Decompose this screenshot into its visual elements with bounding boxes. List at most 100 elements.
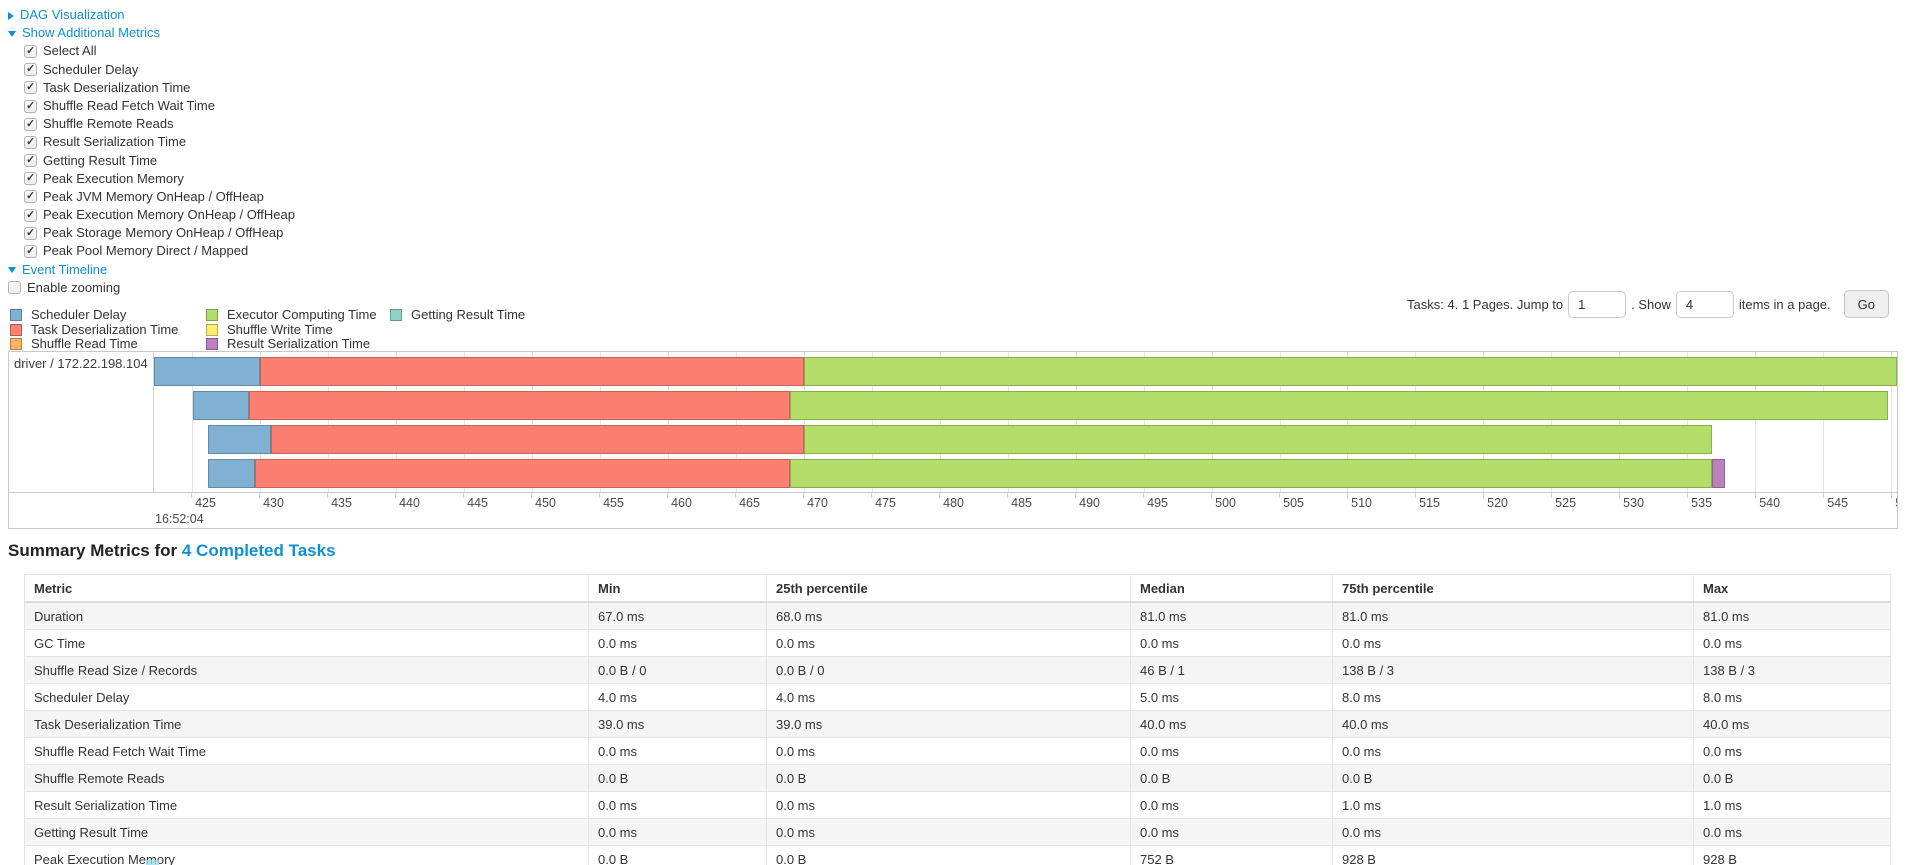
- axis-tick: [1007, 493, 1009, 498]
- axis-gridline: [735, 352, 737, 492]
- metric-value-cell: 928 B: [1332, 845, 1694, 865]
- event-timeline-link[interactable]: Event Timeline: [8, 261, 107, 279]
- axis-tick: [1211, 493, 1213, 498]
- axis-tick-label: 535: [1691, 496, 1713, 510]
- metric-value-cell: 0.0 B / 0: [766, 656, 1131, 684]
- collapsed-arrow-icon: [8, 11, 14, 20]
- metric-checkbox-10[interactable]: [24, 226, 37, 240]
- metric-value-cell: 0.0 B: [588, 845, 767, 865]
- summary-column-header: Median: [1130, 574, 1333, 603]
- metric-name-cell: Task Deserialization Time: [24, 710, 589, 738]
- axis-tick: [327, 493, 329, 498]
- axis-gridline: [1075, 352, 1077, 492]
- metric-value-cell: 5.0 ms: [1130, 683, 1333, 711]
- axis-tick-label: 465: [739, 496, 760, 510]
- metric-checkbox-label: Task Deserialization Time: [43, 79, 191, 95]
- metric-checkbox-row: Peak Execution Memory OnHeap / OffHeap: [8, 206, 295, 224]
- metric-name-cell: Peak Execution Memory: [24, 845, 589, 865]
- axis-gridline: [1483, 352, 1485, 492]
- metric-value-cell: 0.0 ms: [1693, 737, 1891, 765]
- axis-gridline: [1619, 352, 1621, 492]
- metric-value-cell: 68.0 ms: [766, 601, 1131, 630]
- jump-to-page-input[interactable]: [1568, 290, 1627, 318]
- axis-gridline: [463, 352, 465, 492]
- show-additional-metrics-link[interactable]: Show Additional Metrics: [8, 24, 160, 42]
- task-segment-scheduler-delay[interactable]: [193, 391, 250, 420]
- task-segment-result-serialization[interactable]: [1711, 459, 1726, 488]
- axis-gridline: [1891, 352, 1893, 492]
- axis-tick: [735, 493, 737, 498]
- axis-tick: [395, 493, 397, 498]
- task-segment-task-deserialization[interactable]: [260, 357, 804, 386]
- dag-visualization-link[interactable]: DAG Visualization: [8, 6, 125, 24]
- legend-swatch-icon: [206, 323, 218, 336]
- metric-checkbox-row: Result Serialization Time: [8, 133, 295, 151]
- metric-value-cell: 0.0 ms: [766, 791, 1131, 819]
- metric-checkbox-label: Peak Execution Memory OnHeap / OffHeap: [43, 207, 295, 223]
- axis-tick-label: 525: [1555, 496, 1577, 510]
- axis-tick-label: 520: [1487, 496, 1509, 510]
- axis-tick: [871, 493, 873, 498]
- metric-name-cell: Result Serialization Time: [24, 791, 589, 819]
- metric-checkbox-8[interactable]: [24, 189, 37, 204]
- metric-checkbox-2[interactable]: [24, 80, 37, 95]
- metric-checkbox-11[interactable]: [24, 244, 37, 259]
- metric-checkbox-label: Result Serialization Time: [43, 134, 187, 150]
- show-additional-metrics-label: Show Additional Metrics: [22, 25, 161, 41]
- items-per-page-label: items in a page.: [1738, 296, 1831, 312]
- summary-table-row: Scheduler Delay 4.0 ms 4.0 ms 5.0 ms 8.0 ms 8…: [24, 683, 1891, 711]
- metric-checkbox-7[interactable]: [24, 171, 37, 186]
- metric-value-cell: 0.0 ms: [766, 737, 1131, 765]
- task-segment-task-deserialization[interactable]: [249, 391, 791, 420]
- axis-tick: [1551, 493, 1553, 498]
- axis-tick: [1075, 493, 1077, 498]
- task-segment-scheduler-delay[interactable]: [154, 357, 261, 386]
- metric-checkbox-1[interactable]: [24, 62, 37, 77]
- go-button[interactable]: Go: [1843, 290, 1889, 318]
- metric-checkbox-3[interactable]: [24, 99, 37, 113]
- metric-value-cell: 0.0 B: [766, 845, 1131, 865]
- legend-label: Getting Result Time: [411, 307, 526, 322]
- axis-tick-label: 500: [1215, 496, 1236, 510]
- completed-tasks-link[interactable]: 4 Completed Tasks: [181, 541, 336, 560]
- metric-checkbox-9[interactable]: [24, 208, 37, 222]
- legend-item: Result Serialization Time: [206, 336, 376, 352]
- tasks-count-text: Tasks: 4. 1 Pages. Jump to: [1407, 296, 1564, 312]
- metric-checkbox-4[interactable]: [24, 117, 37, 131]
- summary-table-row: GC Time 0.0 ms 0.0 ms 0.0 ms 0.0 ms 0.0 ms: [24, 629, 1891, 657]
- task-segment-task-deserialization[interactable]: [254, 459, 791, 488]
- legend-column: Getting Result Time: [390, 307, 526, 323]
- task-segment-scheduler-delay[interactable]: [208, 425, 271, 454]
- axis-tick: [531, 493, 533, 498]
- metric-value-cell: 40.0 ms: [1130, 710, 1333, 738]
- legend-column: Scheduler Delay Task Deserialization Time…: [10, 307, 192, 352]
- task-segment-executor-computing[interactable]: [790, 391, 1889, 420]
- metric-checkbox-6[interactable]: [24, 153, 37, 168]
- metric-value-cell: 81.0 ms: [1130, 601, 1333, 630]
- metric-value-cell: 1.0 ms: [1693, 791, 1891, 819]
- task-timeline-row-3: [154, 459, 1898, 488]
- items-per-page-input[interactable]: [1675, 290, 1734, 318]
- task-timeline-row-0: [154, 357, 1898, 386]
- metric-value-cell: 0.0 ms: [1693, 818, 1891, 846]
- task-timeline-row-1: [154, 391, 1898, 420]
- axis-tick-label: 430: [263, 496, 284, 510]
- axis-tick-label: 490: [1079, 496, 1100, 510]
- task-segment-executor-computing[interactable]: [803, 425, 1712, 454]
- axis-tick: [1347, 493, 1349, 498]
- task-segment-task-deserialization[interactable]: [270, 425, 804, 454]
- metric-checkbox-label: Peak Storage Memory OnHeap / OffHeap: [43, 225, 284, 241]
- enable-zooming-checkbox[interactable]: [8, 281, 21, 295]
- metric-value-cell: 40.0 ms: [1332, 710, 1694, 738]
- axis-gridline: [192, 352, 194, 492]
- task-segment-scheduler-delay[interactable]: [208, 459, 255, 488]
- metric-name-cell: Scheduler Delay: [24, 683, 589, 711]
- metric-checkbox-5[interactable]: [24, 135, 37, 149]
- task-segment-executor-computing[interactable]: [803, 357, 1897, 386]
- metric-value-cell: 0.0 ms: [1332, 818, 1694, 846]
- metric-checkbox-0[interactable]: [24, 44, 37, 58]
- task-segment-executor-computing[interactable]: [790, 459, 1712, 488]
- axis-tick: [1823, 493, 1825, 498]
- metric-checkbox-row: Peak JVM Memory OnHeap / OffHeap: [8, 188, 295, 206]
- axis-gridline: [531, 352, 533, 492]
